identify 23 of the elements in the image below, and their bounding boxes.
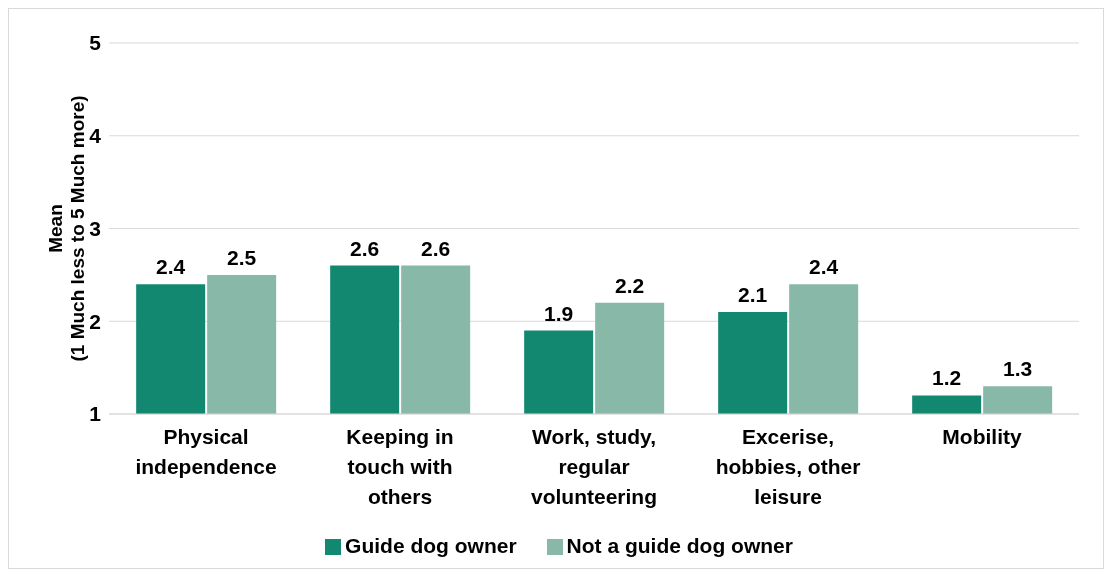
x-tick-label: Mobility: [942, 425, 1022, 448]
x-tick-label: Keeping in touch with others: [346, 425, 454, 508]
y-tick-label: 5: [89, 31, 102, 55]
data-label: 1.3: [1003, 357, 1033, 381]
data-label: 2.4: [809, 255, 839, 279]
data-label: 2.2: [615, 273, 645, 297]
data-label: 1.9: [544, 301, 574, 325]
y-axis-title: Mean (1 Much less to 5 Much more): [45, 95, 88, 362]
data-label: 2.5: [227, 245, 257, 269]
legend-label: Not a guide dog owner: [566, 534, 793, 557]
x-tick-label: Physical independence: [135, 425, 277, 478]
y-tick-label: 2: [89, 309, 101, 333]
data-label: 2.1: [738, 282, 768, 306]
x-tick-label: Work, study, regular volunteering: [530, 425, 658, 508]
data-label: 1.2: [932, 366, 962, 390]
data-label: 2.6: [350, 236, 380, 260]
legend-label: Guide dog owner: [345, 534, 517, 557]
y-tick-label: 4: [89, 124, 102, 148]
y-tick-label: 1: [89, 402, 102, 426]
data-label: 2.6: [421, 236, 451, 260]
data-label: 2.4: [156, 255, 186, 279]
x-tick-label: Excerise, hobbies, other leisure: [715, 425, 861, 508]
y-tick-label: 3: [89, 216, 101, 240]
